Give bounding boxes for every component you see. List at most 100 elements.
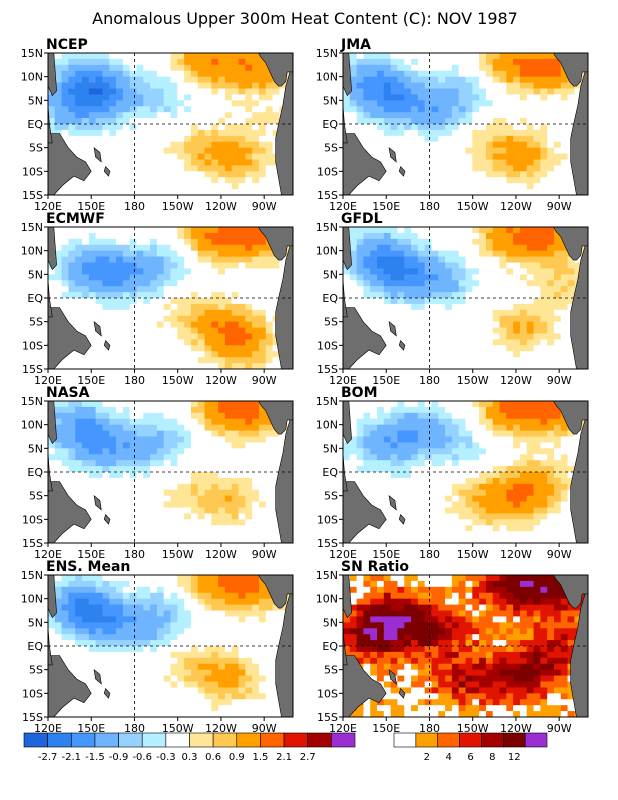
heat-cell — [122, 454, 131, 461]
heat-cell — [163, 94, 171, 101]
heat-cell — [506, 363, 514, 369]
heat-cell — [417, 418, 426, 426]
heat-cell — [163, 448, 171, 455]
heat-cell — [458, 406, 466, 414]
heat-cell — [122, 262, 131, 269]
heat-cell — [424, 280, 432, 287]
heat-cell — [363, 442, 371, 449]
heat-cell — [95, 183, 103, 190]
heat-cell — [553, 100, 562, 107]
heat-cell — [451, 232, 460, 240]
heat-cell — [553, 94, 562, 101]
heat-cell — [82, 53, 90, 60]
heat-cell — [465, 88, 473, 95]
heat-cell — [102, 460, 110, 467]
heat-cell — [190, 406, 199, 414]
heat-cell — [116, 460, 124, 467]
heat-cell — [109, 357, 117, 364]
heat-cell — [116, 345, 124, 352]
heat-cell — [438, 256, 446, 263]
heat-cell — [190, 412, 199, 420]
heat-cell — [184, 525, 192, 532]
heat-cell — [218, 238, 226, 246]
heat-cell — [272, 129, 280, 137]
heat-cell — [472, 147, 480, 154]
heat-cell — [397, 124, 405, 131]
heat-cell — [252, 106, 260, 113]
heat-cell — [458, 531, 466, 538]
heat-cell — [397, 286, 405, 293]
heat-cell — [404, 430, 412, 437]
heat-cell — [272, 477, 280, 485]
heat-cell — [553, 345, 562, 352]
heat-cell — [258, 339, 267, 346]
heat-cell — [265, 519, 273, 526]
heat-cell — [156, 118, 165, 125]
heat-cell — [404, 424, 412, 431]
heat-cell — [136, 466, 144, 473]
heat-cell — [163, 327, 171, 334]
heat-cell — [465, 531, 473, 538]
heat-cell — [170, 171, 178, 178]
heat-cell — [245, 268, 253, 275]
heat-cell — [204, 88, 212, 95]
heat-cell — [190, 321, 199, 328]
heat-cell — [136, 100, 144, 107]
heat-cell — [438, 183, 446, 190]
heat-cell — [170, 159, 178, 166]
heat-cell — [197, 412, 205, 420]
heat-cell — [184, 448, 192, 455]
heat-cell — [218, 250, 226, 257]
heat-cell — [411, 147, 419, 154]
heat-cell — [390, 430, 398, 437]
heat-cell — [431, 147, 439, 154]
heat-cell — [156, 401, 165, 408]
heat-cell — [356, 94, 364, 101]
heat-cell — [499, 189, 507, 195]
heat-cell — [102, 286, 110, 293]
heat-cell — [204, 525, 212, 532]
heat-cell — [150, 58, 158, 66]
heat-cell — [211, 94, 219, 101]
heat-cell — [424, 88, 432, 95]
heat-cell — [75, 460, 83, 467]
heat-cell — [424, 363, 432, 369]
heat-cell — [88, 513, 97, 520]
x-tick-label: 90W — [252, 548, 277, 561]
heat-cell — [438, 268, 446, 275]
heat-cell — [54, 466, 63, 473]
heat-cell — [231, 442, 239, 449]
heat-cell — [438, 141, 446, 149]
heat-cell — [424, 129, 432, 137]
heat-cell — [218, 357, 226, 364]
heat-cell — [204, 436, 212, 443]
heat-cell — [245, 82, 253, 89]
heat-cell — [116, 94, 124, 101]
heat-cell — [438, 507, 446, 514]
heat-cell — [102, 268, 110, 275]
heat-cell — [451, 135, 460, 143]
heat-cell — [451, 274, 460, 281]
heat-cell — [88, 466, 97, 473]
heat-cell — [143, 153, 151, 160]
heat-cell — [417, 442, 426, 449]
heat-cell — [417, 303, 426, 311]
heat-cell — [397, 183, 405, 190]
heat-cell — [404, 436, 412, 443]
heat-cell — [560, 286, 568, 293]
heat-cell — [150, 339, 158, 346]
heat-cell — [540, 227, 548, 234]
heat-cell — [231, 112, 239, 119]
heat-cell — [417, 513, 426, 520]
heat-cell — [116, 183, 124, 190]
heat-cell — [533, 53, 541, 60]
heat-cell — [252, 298, 260, 305]
heat-cell — [438, 460, 446, 467]
heat-cell — [445, 489, 453, 497]
heat-cell — [136, 118, 144, 125]
heat-cell — [377, 309, 385, 317]
heat-cell — [197, 112, 205, 119]
heat-cell — [82, 525, 90, 532]
heat-cell — [390, 454, 398, 461]
y-tick-label: 10S — [22, 339, 43, 352]
